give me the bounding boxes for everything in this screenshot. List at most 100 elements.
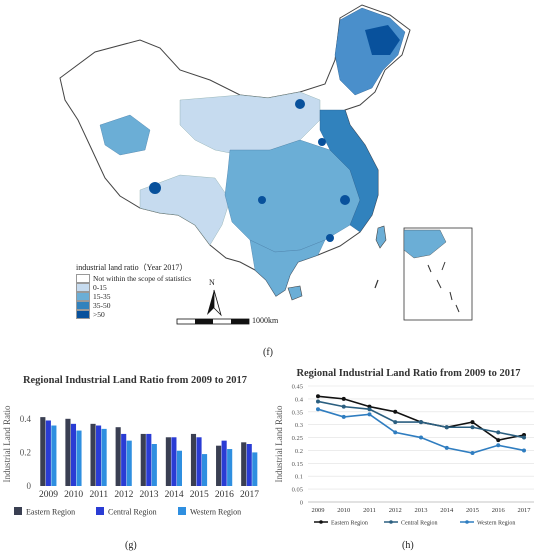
x-tick-label: 2011: [89, 490, 108, 500]
legend-label: Not within the scope of statistics: [93, 274, 192, 283]
data-point: [444, 445, 449, 450]
bar: [76, 430, 82, 486]
data-point: [341, 396, 346, 401]
x-tick-label: 2016: [215, 490, 234, 500]
legend-label: Western Region: [477, 521, 515, 527]
region-mid-south: [249, 239, 326, 297]
legend-label: Eastern Region: [26, 508, 75, 517]
x-tick-label: 2017: [518, 507, 532, 514]
bar: [151, 444, 157, 486]
y-tick-label: 0: [300, 500, 303, 507]
data-point: [470, 451, 475, 456]
legend-label: 15-35: [93, 292, 111, 301]
data-point: [393, 430, 398, 435]
legend-swatch: [76, 301, 90, 310]
x-tick-label: 2009: [39, 490, 58, 500]
region-light-southwest: [139, 174, 231, 246]
bar: [246, 444, 252, 486]
bar: [201, 454, 208, 486]
region-dark-patch: [149, 182, 161, 194]
scale-bar: [176, 318, 250, 325]
region-dark-patch: [326, 234, 334, 242]
x-tick-label: 2012: [389, 507, 402, 514]
legend-swatch: [76, 283, 90, 292]
x-tick-label: 2015: [466, 507, 479, 514]
x-tick-label: 2013: [140, 490, 159, 500]
legend-label: 35-50: [93, 301, 111, 310]
legend-label: Central Region: [401, 521, 438, 527]
legend-swatch: [76, 310, 90, 319]
bar: [115, 427, 121, 486]
bar-chart: Industrial Land Ratio 0 0.2 0.4 2009 2010 2011…: [2, 405, 259, 517]
region-mid-east: [319, 109, 379, 233]
data-point: [470, 425, 475, 430]
legend-title: industrial land ratio（Year 2017）: [76, 263, 188, 272]
bar: [126, 440, 132, 486]
y-axis-label: Industrial Land Ratio: [274, 405, 284, 482]
legend-marker: [319, 520, 323, 524]
legend-item: Not within the scope of statistics: [76, 274, 191, 283]
bar: [146, 433, 152, 486]
data-point: [522, 435, 526, 440]
x-tick-label: 2014: [440, 507, 454, 514]
north-label: N: [209, 278, 215, 287]
x-tick-label: 2014: [165, 490, 184, 500]
x-tick-label: 2010: [64, 490, 83, 500]
legend-label: 0-15: [93, 283, 107, 292]
data-point: [316, 394, 320, 399]
bar: [65, 418, 71, 486]
map-panel: N 1000km industrial land ratio（Year 2017…: [59, 4, 473, 358]
x-tick-label: 2013: [415, 507, 428, 514]
legend-label: Western Region: [190, 508, 241, 517]
bar: [241, 442, 247, 486]
y-tick-label: 0: [27, 481, 32, 491]
scale-label: 1000km: [252, 316, 279, 325]
x-tick-label: 2010: [337, 507, 350, 514]
y-tick-label: 0.2: [20, 447, 31, 457]
legend-swatch: [178, 507, 186, 515]
y-tick-label: 0.45: [292, 384, 303, 391]
data-point: [367, 412, 372, 417]
y-tick-label: 0.25: [292, 435, 303, 442]
legend-label: Central Region: [108, 508, 157, 517]
legend-label: Eastern Region: [331, 521, 368, 527]
legend-item: >50: [76, 310, 191, 319]
inset-dash-line: [427, 261, 460, 313]
y-tick-label: 0.05: [292, 487, 303, 494]
panel-label-h: (h): [402, 540, 414, 551]
legend-swatch: [76, 292, 90, 301]
bar: [227, 449, 233, 486]
panel-label-f: (f): [263, 347, 273, 358]
y-tick-label: 0.2: [295, 448, 303, 455]
data-point: [419, 435, 423, 440]
y-tick-label: 0.1: [295, 474, 303, 481]
bar-chart-panel: Regional Industrial Land Ratio from 2009…: [0, 362, 270, 551]
series-line: [317, 395, 525, 441]
bar: [40, 417, 46, 486]
region-mid-west: [99, 114, 151, 156]
bar: [221, 440, 227, 486]
data-point: [522, 448, 526, 453]
y-tick-label: 0.15: [292, 461, 303, 468]
region-dark-patch: [340, 195, 350, 205]
bar: [216, 445, 222, 486]
x-tick-label: 2017: [240, 490, 259, 500]
map-legend: industrial land ratio（Year 2017） Not wit…: [76, 263, 191, 319]
data-point: [496, 438, 501, 443]
x-tick-label: 2012: [114, 490, 133, 500]
hainan-island: [287, 285, 303, 301]
y-tick-label: 0.4: [20, 414, 32, 424]
legend-swatch: [76, 274, 90, 283]
legend-swatch: [96, 507, 104, 515]
data-point: [496, 443, 501, 448]
legend-marker: [389, 520, 393, 524]
china-map: [59, 4, 473, 325]
bar: [51, 425, 57, 486]
bar: [90, 423, 96, 486]
region-dark-northeast-core: [365, 25, 400, 55]
north-arrow-icon: [207, 289, 222, 317]
line-chart-panel: Regional Industrial Land Ratio from 2009…: [272, 362, 545, 551]
data-point: [341, 414, 346, 419]
inset-coast: [403, 229, 447, 259]
y-tick-label: 0.3: [295, 422, 303, 429]
